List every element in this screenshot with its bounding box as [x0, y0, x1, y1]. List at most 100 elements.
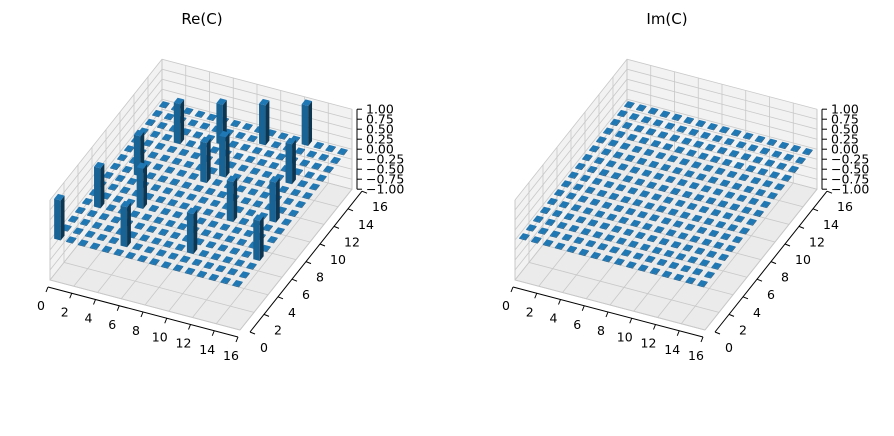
- bar-face: [592, 235, 600, 239]
- bar-top: [219, 130, 230, 138]
- bar-face: [281, 223, 288, 226]
- bar-face: [179, 266, 184, 272]
- bar-top: [295, 200, 306, 208]
- bar-face: [126, 188, 131, 194]
- bar-face: [284, 134, 289, 140]
- bar-flat: [149, 258, 160, 266]
- bar-face: [285, 142, 293, 185]
- bar-flat: [742, 132, 754, 140]
- bar-face: [609, 251, 616, 254]
- bar-top: [741, 206, 752, 214]
- bar-flat: [724, 191, 736, 199]
- bar-face: [570, 209, 578, 212]
- bar-face: [664, 132, 669, 139]
- x-tick: [605, 311, 609, 318]
- bar-face: [285, 187, 289, 194]
- bar-face: [760, 205, 767, 209]
- bar-flat: [790, 144, 801, 153]
- bar-face: [184, 272, 192, 275]
- bar-face: [733, 166, 741, 170]
- bar-face: [299, 164, 307, 167]
- bar-flat: [710, 155, 721, 163]
- bar-face: [626, 138, 634, 142]
- bar-top: [84, 230, 96, 238]
- bar-face: [185, 150, 190, 157]
- bar-flat: [645, 128, 657, 136]
- bar-face: [616, 242, 623, 245]
- bar-face: [638, 141, 646, 145]
- bar-face: [136, 167, 144, 209]
- bar-face: [173, 200, 178, 207]
- bar-flat: [746, 218, 757, 226]
- bar-face: [658, 242, 666, 246]
- bar-face: [217, 195, 224, 199]
- bar-flat: [647, 234, 658, 243]
- bar-face: [645, 138, 650, 145]
- x-tick: [534, 293, 538, 299]
- bar-face: [666, 165, 671, 172]
- bar-face: [766, 143, 774, 146]
- bar-face: [213, 115, 218, 121]
- bar-face: [107, 193, 112, 200]
- bar-flat: [205, 241, 217, 249]
- bar-face: [553, 199, 558, 206]
- bar-face: [66, 241, 73, 244]
- bar-top: [652, 119, 664, 126]
- bar-flat: [236, 238, 247, 246]
- bar-face: [712, 193, 720, 196]
- bar-flat: [311, 162, 322, 170]
- bar-top: [158, 228, 169, 236]
- bar-face: [289, 199, 294, 206]
- bar-face: [566, 197, 573, 200]
- bar-face: [253, 136, 258, 143]
- bar-top: [689, 182, 700, 189]
- bar-face: [606, 218, 614, 221]
- bar-top: [285, 137, 296, 145]
- bar-face: [610, 182, 615, 189]
- bar-top: [125, 251, 136, 259]
- bar-top: [205, 241, 217, 248]
- bar-top: [646, 181, 657, 189]
- bar-flat: [689, 235, 701, 243]
- bar-face: [252, 210, 257, 217]
- bar-face: [665, 180, 672, 184]
- bar-top: [626, 261, 637, 268]
- bar-face: [692, 151, 697, 157]
- bar-face: [322, 176, 327, 182]
- bar-face: [667, 159, 674, 163]
- bar-face: [724, 142, 731, 146]
- bar-face: [668, 272, 673, 278]
- bar-face: [688, 192, 693, 199]
- bar-top: [735, 141, 747, 148]
- bar-flat: [606, 213, 617, 221]
- bar-top: [692, 268, 703, 275]
- bar-face: [214, 216, 222, 219]
- bar-face: [93, 211, 98, 218]
- bar-face: [597, 247, 604, 251]
- bar-flat: [157, 121, 168, 130]
- bar-face: [178, 153, 186, 157]
- bar-face: [686, 154, 693, 157]
- bar-face: [740, 157, 748, 161]
- bar-top: [668, 208, 679, 215]
- bar-face: [752, 161, 760, 164]
- bar-face: [296, 137, 301, 143]
- bar-face: [54, 198, 61, 241]
- bar-flat: [644, 255, 656, 263]
- bar-top: [696, 173, 707, 180]
- bar-flat: [739, 227, 750, 235]
- bar-top: [103, 171, 114, 179]
- bar-face: [163, 123, 168, 130]
- bar-face: [204, 198, 209, 204]
- bar-flat: [108, 183, 119, 191]
- bar-face: [209, 210, 214, 216]
- bar-flat: [675, 253, 687, 261]
- bar-face: [636, 168, 641, 174]
- x-tick-label: 14: [199, 342, 215, 357]
- bar-flat: [73, 227, 84, 235]
- bar-face: [316, 179, 323, 182]
- bar-face: [91, 226, 99, 230]
- bar-face: [246, 267, 253, 270]
- bar-tall: [136, 162, 148, 209]
- bar-top: [246, 262, 257, 269]
